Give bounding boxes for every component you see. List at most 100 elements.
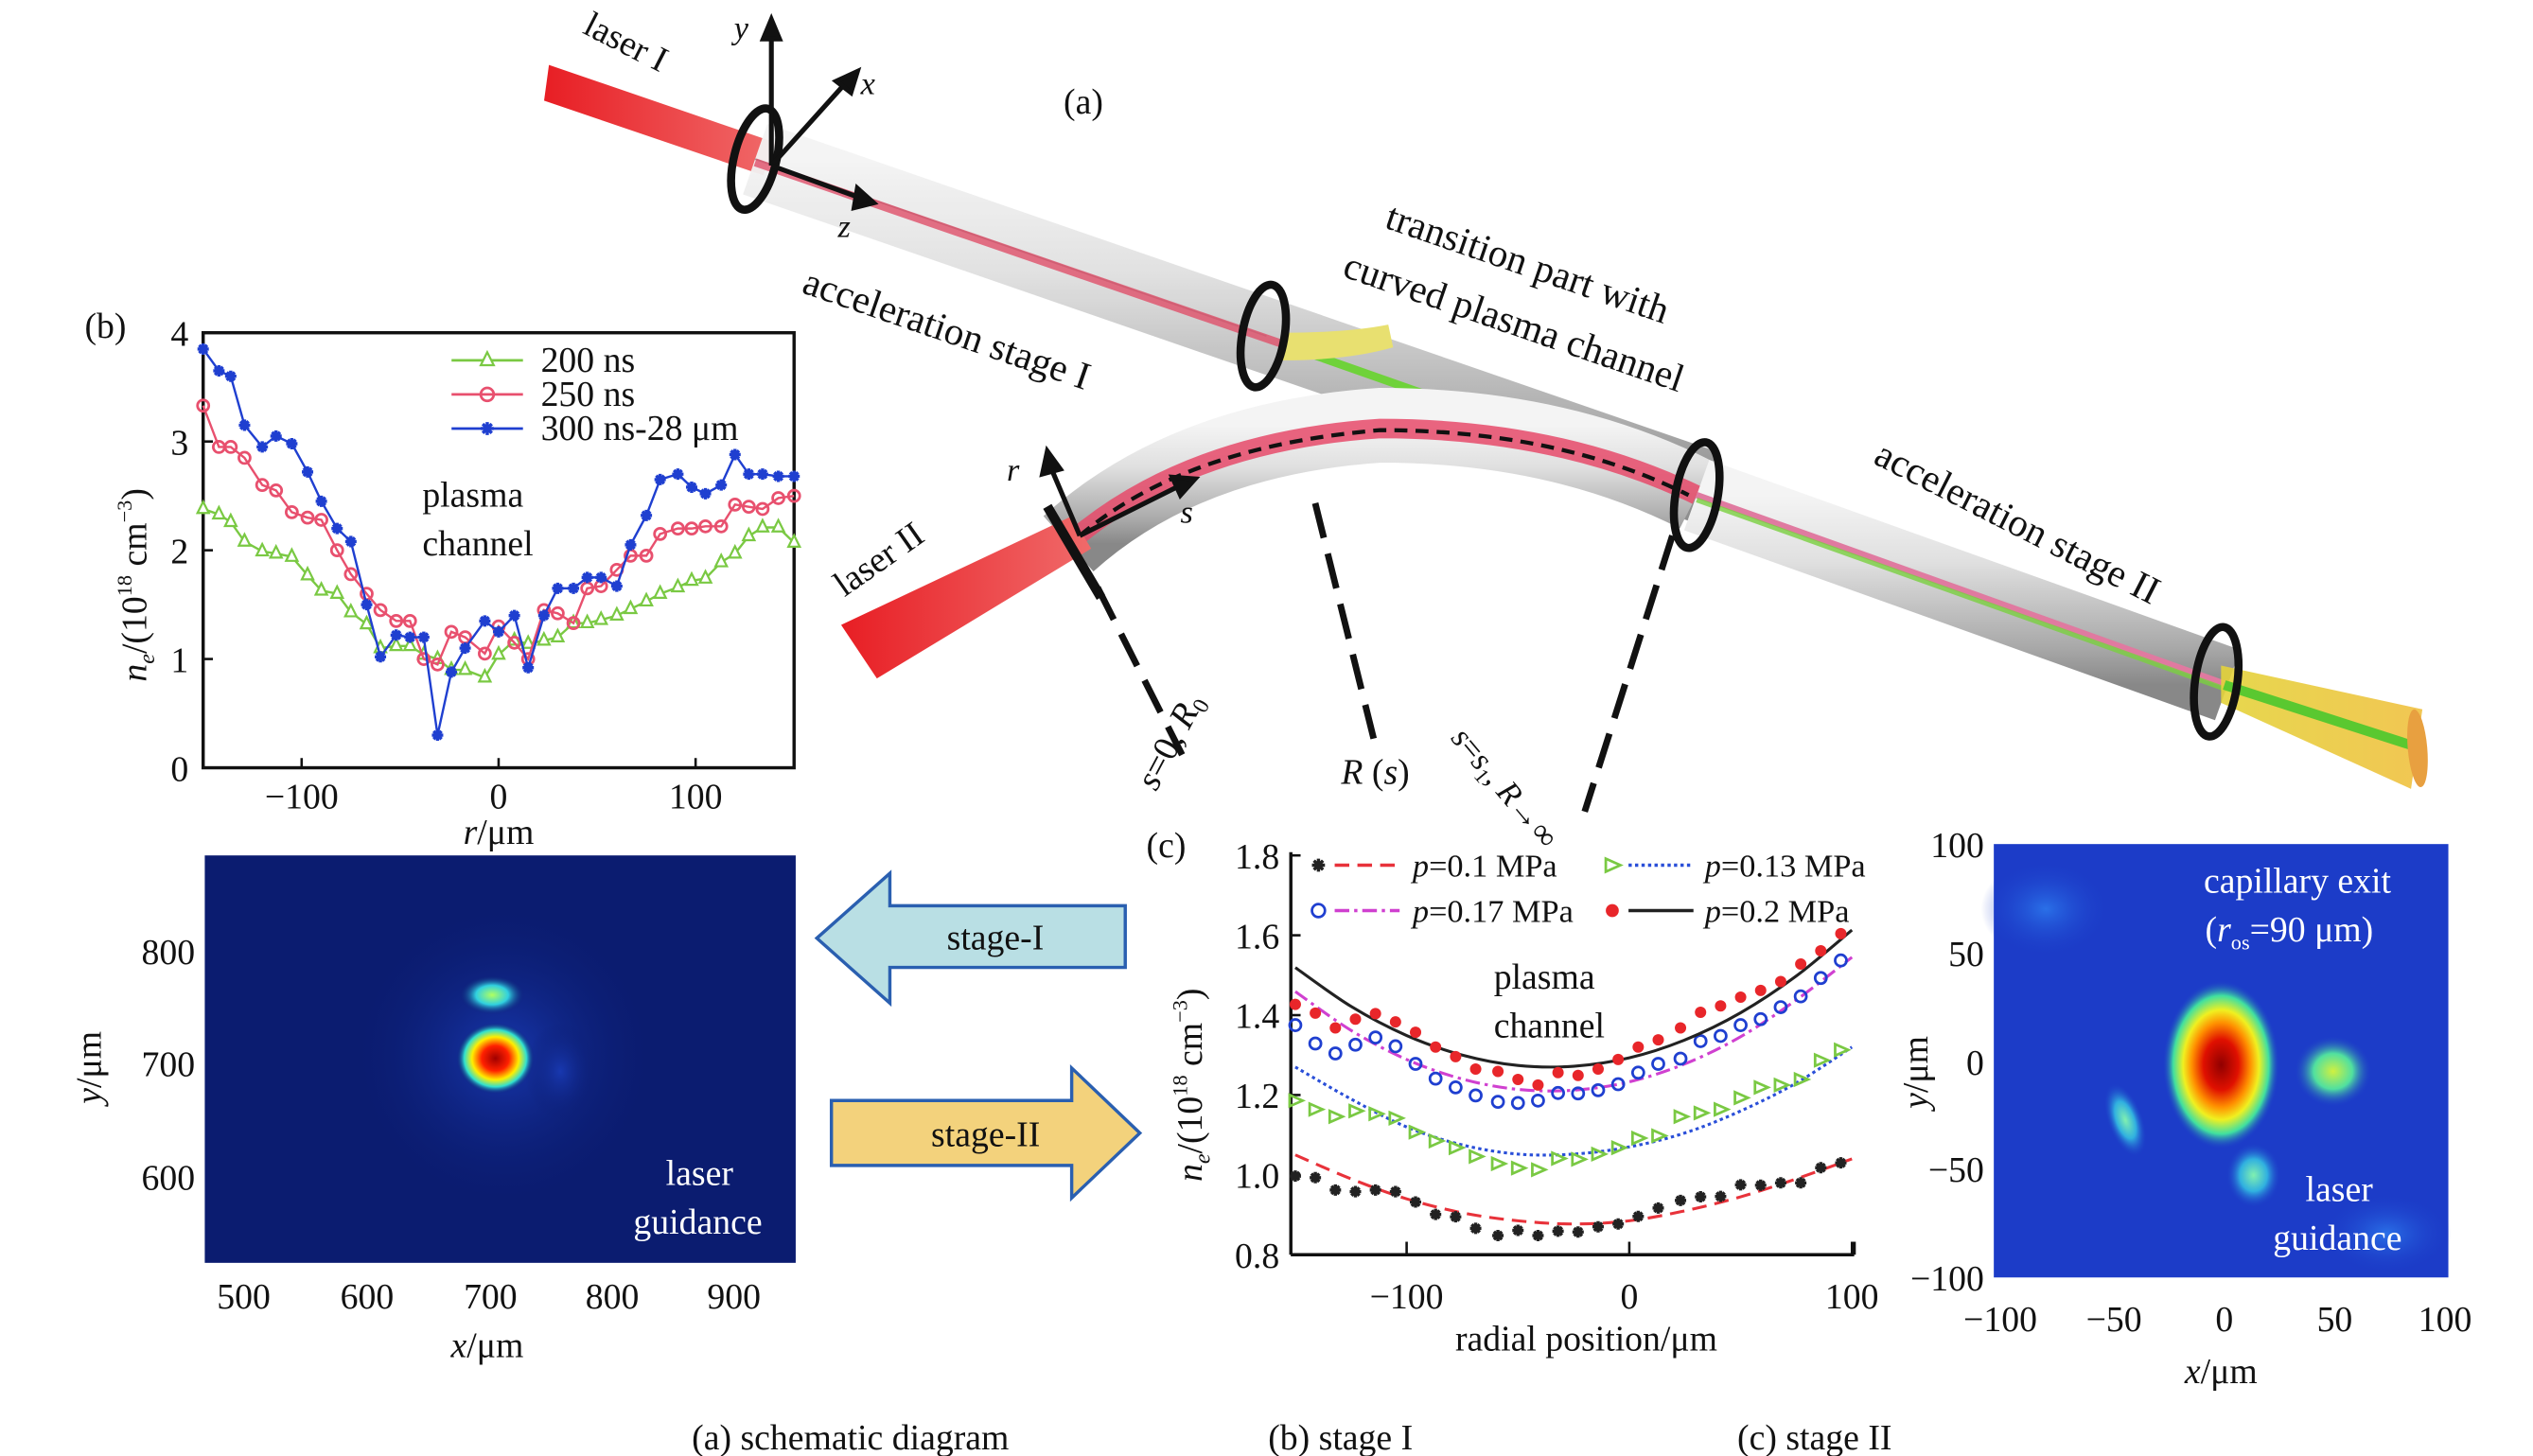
data-point bbox=[551, 605, 565, 621]
data-point bbox=[1448, 1080, 1463, 1095]
data-point bbox=[699, 487, 712, 500]
beam-in-tube-2 bbox=[1696, 492, 2229, 689]
data-point bbox=[728, 497, 743, 512]
data-point bbox=[404, 631, 416, 643]
data-point bbox=[713, 553, 730, 568]
data-point bbox=[1492, 1229, 1504, 1241]
fit-curve bbox=[1294, 1153, 1853, 1226]
data-point bbox=[1328, 1046, 1343, 1061]
data-point bbox=[1492, 1065, 1504, 1078]
x-axis-label-b: r/μm bbox=[464, 813, 535, 852]
data-point bbox=[1512, 1073, 1524, 1085]
data-point bbox=[1571, 1086, 1586, 1101]
data-point bbox=[639, 591, 654, 607]
data-point bbox=[1606, 903, 1619, 918]
image-right-annotation-2: guidance bbox=[2273, 1219, 2401, 1258]
data-point bbox=[756, 468, 768, 481]
xtick: 900 bbox=[707, 1277, 761, 1317]
ytick: 0 bbox=[1966, 1044, 1984, 1083]
image-right-xticks: −100 −50 0 50 100 bbox=[1963, 1300, 2471, 1340]
ring-stage-2-exit bbox=[2190, 623, 2243, 741]
data-point bbox=[1651, 1128, 1669, 1144]
ytick: −50 bbox=[1928, 1150, 1984, 1190]
y-tick-label: 3 bbox=[170, 423, 188, 463]
data-point bbox=[697, 569, 713, 584]
xtick: 500 bbox=[217, 1277, 271, 1317]
image-left-yticks: 800 700 600 bbox=[142, 933, 196, 1198]
data-point bbox=[459, 642, 471, 655]
data-point bbox=[1349, 1013, 1362, 1026]
data-point bbox=[1328, 1109, 1346, 1125]
data-point bbox=[1652, 1202, 1664, 1214]
data-point bbox=[672, 468, 684, 481]
data-point bbox=[270, 430, 282, 442]
data-point bbox=[1308, 1101, 1327, 1117]
data-point bbox=[1311, 858, 1326, 872]
data-point bbox=[1531, 1093, 1545, 1108]
y-tick-label: 1.2 bbox=[1235, 1077, 1279, 1116]
data-point bbox=[1552, 1066, 1564, 1079]
Rs-label: R (s) bbox=[1340, 753, 1409, 793]
image-left-x-label: x/μm bbox=[450, 1325, 524, 1365]
data-point bbox=[741, 526, 757, 542]
data-point bbox=[361, 599, 373, 611]
data-point bbox=[315, 495, 327, 507]
data-point bbox=[755, 517, 770, 533]
data-point bbox=[786, 533, 802, 548]
data-point bbox=[537, 609, 550, 622]
data-point bbox=[741, 500, 756, 515]
panel-c-label: (c) bbox=[1147, 826, 1187, 866]
data-point bbox=[1673, 1109, 1692, 1125]
data-point bbox=[641, 509, 653, 521]
data-point bbox=[1551, 1150, 1569, 1167]
data-point bbox=[550, 627, 566, 642]
data-point bbox=[431, 729, 444, 742]
data-point bbox=[670, 577, 686, 593]
stage-1-arrow: stage-I bbox=[814, 869, 1127, 1008]
legend-label: 300 ns-28 μm bbox=[541, 409, 739, 448]
y-tick-label: 2 bbox=[170, 532, 188, 571]
image-right-annotation-1: laser bbox=[2306, 1170, 2374, 1210]
data-point bbox=[197, 342, 209, 355]
ytick: 800 bbox=[142, 933, 196, 973]
data-point bbox=[388, 636, 404, 652]
data-point bbox=[788, 470, 800, 482]
s0-label: s=0, R0 bbox=[1129, 687, 1216, 798]
data-point bbox=[329, 543, 344, 558]
data-point bbox=[416, 652, 431, 666]
annotation-c-2: channel bbox=[1494, 1006, 1605, 1045]
data-point bbox=[1450, 1050, 1462, 1062]
data-point bbox=[1430, 1208, 1442, 1220]
data-point bbox=[1753, 1079, 1771, 1096]
ytick: −100 bbox=[1910, 1259, 1984, 1299]
data-point bbox=[1329, 1022, 1342, 1034]
data-point bbox=[1310, 1007, 1322, 1019]
data-point bbox=[237, 532, 253, 547]
data-point bbox=[1834, 953, 1848, 968]
series-p-0-1-MPa bbox=[1289, 1153, 1853, 1241]
data-point bbox=[481, 422, 494, 435]
ring-stage-2-entrance bbox=[1669, 438, 1724, 553]
x-tick-label: 100 bbox=[669, 777, 723, 816]
data-point bbox=[1430, 1041, 1442, 1053]
data-point bbox=[623, 599, 639, 615]
legend-label: p=0.2 MPa bbox=[1702, 894, 1850, 930]
xtick: 100 bbox=[2419, 1300, 2472, 1340]
data-point bbox=[1469, 1222, 1482, 1235]
exit-cone bbox=[2221, 665, 2423, 789]
coordinate-axes-xyz bbox=[759, 12, 879, 212]
data-point bbox=[579, 613, 595, 629]
chart-panel-c: (c) ne/(1018 cm−3) radial position/μm pl… bbox=[1147, 826, 1879, 1360]
data-point bbox=[1673, 1051, 1688, 1066]
data-point bbox=[300, 565, 315, 581]
data-point bbox=[284, 547, 300, 562]
data-point bbox=[1428, 1132, 1447, 1149]
y-tick-label: 0.8 bbox=[1235, 1237, 1279, 1276]
data-point bbox=[1532, 1079, 1544, 1091]
data-point bbox=[1469, 1062, 1482, 1075]
data-point bbox=[255, 478, 270, 493]
data-point bbox=[1571, 1151, 1589, 1167]
data-point bbox=[1695, 1191, 1707, 1203]
data-point bbox=[568, 582, 580, 594]
data-point bbox=[1368, 1030, 1383, 1045]
